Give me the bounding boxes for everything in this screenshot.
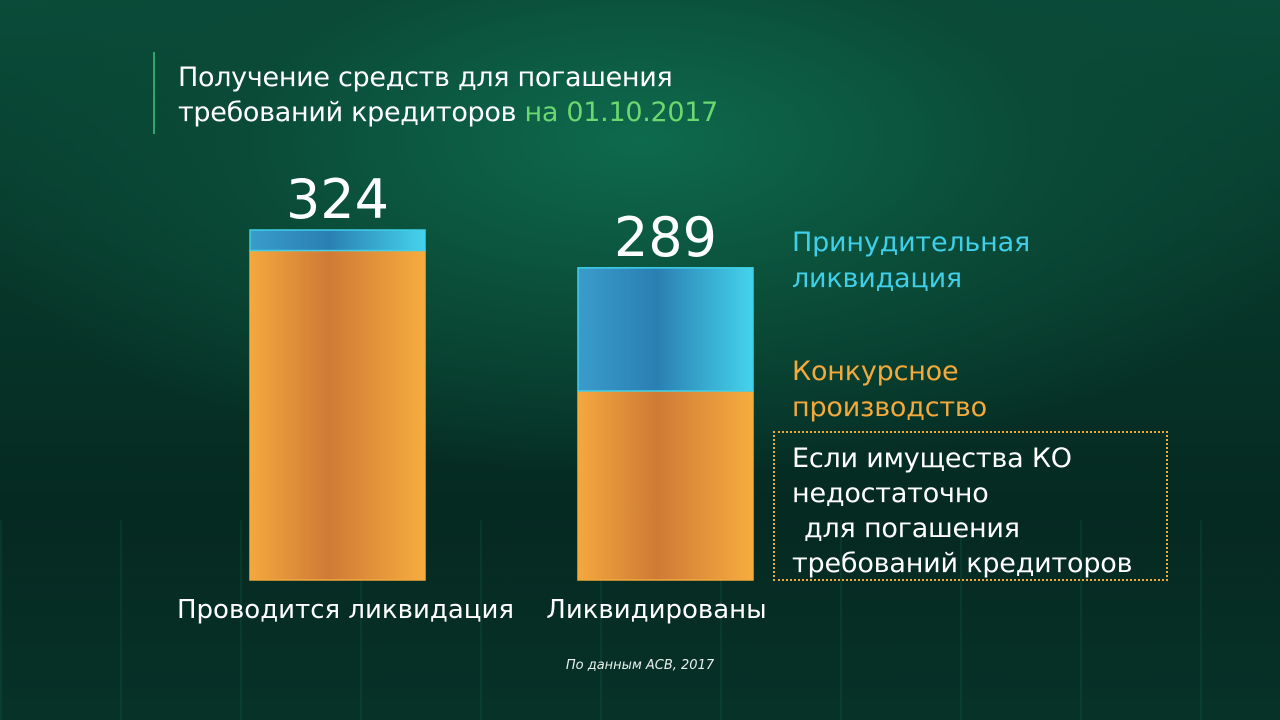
legend-bankruptcy-line-2: производство [792, 392, 987, 423]
total-label-2: 289 [614, 206, 717, 269]
bar-bankruptcy-1 [249, 249, 426, 581]
category-label-1: Проводится ликвидация [177, 595, 514, 625]
title-date: на 01.10.2017 [524, 97, 719, 128]
note-line-3: для погашения [804, 513, 1020, 544]
title-line-1: Получение средств для погашения [178, 62, 673, 93]
bar-bankruptcy-2 [577, 390, 754, 581]
legend-forced-liquidation: Принудительная ликвидация [792, 225, 1030, 297]
total-label-1: 324 [286, 168, 389, 231]
note-text: Если имущества КО недостаточно для погаш… [792, 441, 1133, 581]
title-line-2: требований кредиторов на 01.10.2017 [178, 95, 718, 130]
bar-forced-liquidation-2 [577, 267, 754, 392]
title-line-2-text: требований кредиторов [178, 97, 517, 128]
note-line-1: Если имущества КО [792, 443, 1072, 474]
note-box [773, 431, 1168, 581]
bars-group [249, 229, 754, 581]
labels-group: 324 Проводится ликвидация 289 Ликвидированы [177, 168, 767, 625]
note-line-4: требований кредиторов [792, 548, 1133, 579]
source-note: По данным АСВ, 2017 [565, 658, 715, 673]
legend-forced-line-2: ликвидация [792, 263, 962, 294]
bar-forced-liquidation-1 [249, 229, 426, 252]
page-title: Получение средств для погашения требован… [178, 60, 718, 130]
legend-bankruptcy-line-1: Конкурсное [792, 356, 959, 387]
note-line-2: недостаточно [792, 478, 989, 509]
title-accent-bar [153, 52, 155, 134]
legend-forced-line-1: Принудительная [792, 227, 1030, 258]
legend-bankruptcy: Конкурсное производство [792, 354, 987, 426]
category-label-2: Ликвидированы [546, 595, 766, 625]
